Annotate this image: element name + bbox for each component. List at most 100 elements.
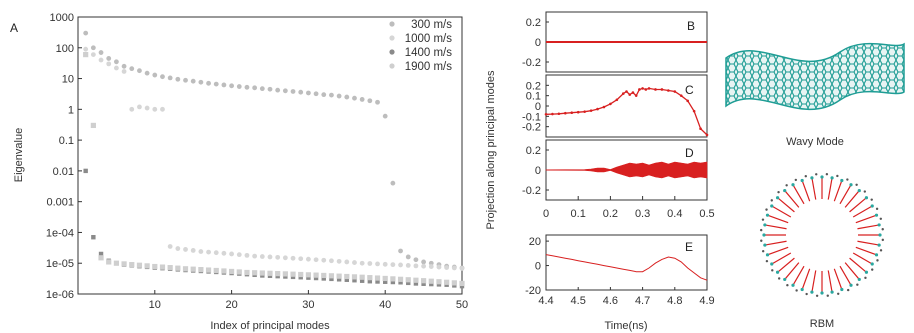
series-c-point	[564, 111, 567, 115]
rbm-atom	[830, 290, 834, 294]
a-point	[113, 260, 119, 266]
rbm-arrow	[771, 252, 792, 265]
a-point	[405, 254, 411, 260]
rbm-atom	[800, 178, 804, 183]
panel-a-points	[83, 30, 465, 289]
rbm-arrow	[784, 262, 800, 280]
series-c-point	[660, 88, 664, 91]
a-point	[252, 270, 258, 276]
legend-entry: 300 m/s	[411, 19, 452, 31]
rbm-arrow	[852, 252, 873, 265]
rbm-atom	[786, 284, 789, 287]
a-point	[167, 244, 173, 249]
a-point	[144, 70, 150, 76]
bd-ytick-label: 0.1	[526, 91, 541, 103]
a-point	[298, 256, 304, 262]
series-c-point	[686, 99, 689, 103]
a-point	[428, 264, 434, 269]
series-c-point	[631, 91, 635, 94]
rbm-atom	[783, 277, 787, 282]
panel-a-ylabel: Eigenvalue	[13, 128, 25, 182]
a-point	[390, 262, 396, 268]
rbm-arrow	[767, 214, 789, 224]
legend-entry: 1400 m/s	[405, 47, 453, 59]
rbm-arrow	[811, 177, 817, 200]
panel-a: A 10001001010.10.010.0011e-041e-051e-06 …	[10, 12, 468, 332]
rbm-atom	[874, 213, 879, 217]
a-point	[83, 46, 89, 52]
a-point	[213, 81, 219, 87]
rbm-atom	[770, 262, 774, 266]
a-point	[282, 271, 288, 277]
rbm-atom	[783, 188, 787, 193]
panel-b-d: B C D 0.20-0.20.20.10-0.1-0.20.20-0.20 0.…	[485, 11, 715, 229]
a-point	[205, 267, 212, 273]
a-xtick-label: 40	[379, 299, 391, 311]
a-point	[83, 52, 89, 58]
rbm-arrow	[771, 205, 792, 218]
rbm-atom	[810, 290, 814, 294]
legend-entry: 1000 m/s	[405, 33, 453, 45]
rbm-arrow	[784, 190, 800, 208]
a-point	[129, 262, 135, 268]
rbm-arrow	[849, 197, 867, 213]
a-point	[221, 250, 227, 256]
rbm-atom	[857, 277, 861, 282]
a-point	[329, 276, 334, 282]
a-point	[352, 95, 357, 101]
a-point	[313, 257, 319, 263]
panel-e: E 20 0 -204.4 4.5 4.6 4.7 4.8 4.9 Time(ns)	[525, 234, 715, 332]
a-ytick-label: 1e-04	[46, 227, 74, 239]
rbm-atom	[761, 250, 765, 253]
a-point	[98, 50, 104, 55]
a-point	[159, 264, 166, 270]
rbm-arrow	[767, 246, 789, 256]
a-point	[406, 280, 411, 286]
a-point	[137, 68, 142, 74]
rbm-atom	[794, 178, 798, 182]
a-point	[167, 265, 173, 271]
panel-a-xlabel: Index of principal modes	[210, 320, 330, 332]
a-point	[83, 30, 89, 36]
a-point	[367, 275, 373, 281]
a-point	[375, 261, 380, 267]
a-point	[190, 248, 196, 253]
rbm-atom	[820, 175, 824, 179]
a-point	[336, 277, 342, 282]
a-point	[436, 282, 442, 287]
series-c-point	[699, 127, 702, 131]
a-point	[267, 86, 273, 92]
a-point	[459, 280, 465, 287]
series-c-point	[654, 88, 657, 91]
rbm-atom	[881, 228, 884, 231]
a-point	[352, 278, 357, 283]
a-point	[183, 247, 188, 252]
e-ytick-label: 20	[529, 236, 541, 248]
rbm-atom	[870, 262, 874, 266]
rbm-arrow	[811, 270, 817, 293]
a-point	[313, 272, 319, 278]
rbm-atom	[765, 259, 769, 263]
a-point	[382, 113, 388, 119]
e-xtick-label: 4.8	[667, 295, 682, 307]
rbm-atom	[777, 277, 781, 280]
series-c-point	[647, 87, 651, 90]
panel-a-legend: 300 m/s 1000 m/s 1400 m/s 1900 m/s	[389, 19, 452, 73]
series-c-point	[596, 107, 599, 111]
a-point	[421, 259, 426, 265]
rbm-arrow	[777, 257, 795, 273]
panel-bd-ticks: 0.20-0.20.20.10-0.1-0.20.20-0.20 0.1 0.2 0.…	[522, 17, 715, 220]
rbm-atom	[765, 253, 770, 257]
series-c-point	[679, 94, 683, 97]
a-point	[382, 275, 388, 282]
series-c-point	[625, 90, 628, 93]
a-ytick-label: 100	[56, 43, 74, 55]
a-point	[344, 273, 350, 280]
panel-e-xlabel: Time(ns)	[605, 320, 648, 332]
rbm-atom	[826, 294, 829, 297]
a-point	[421, 281, 426, 286]
a-point	[83, 168, 88, 174]
a-point	[198, 249, 204, 254]
a-point	[213, 250, 219, 256]
